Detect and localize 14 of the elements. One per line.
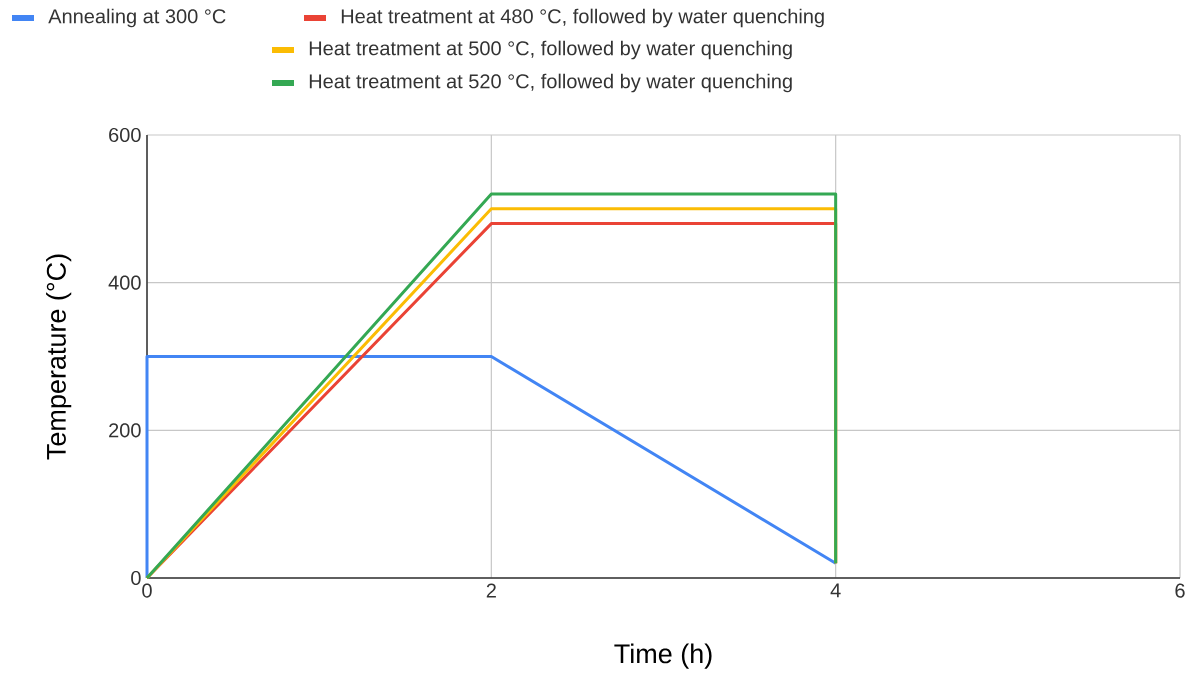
x-tick-label: 2	[486, 583, 496, 598]
x-axis-title: Time (h)	[614, 643, 712, 669]
y-axis-title: Temperature (°C)	[46, 254, 72, 460]
legend-label: Heat treatment at 500 °C, followed by water quenching	[309, 40, 792, 60]
y-tick-label: 200	[109, 423, 141, 438]
legend-label: Annealing at 300 °C	[48, 8, 226, 28]
legend-label: Heat treatment at 520 °C, followed by water quenching	[309, 73, 792, 93]
y-tick-label: 400	[108, 275, 141, 290]
y-tick-label: 0	[131, 570, 141, 586]
legend-label: Heat treatment at 480 °C, followed by water quenching	[341, 8, 824, 28]
x-tick-label: 6	[1175, 583, 1185, 598]
y-tick-label: 600	[109, 127, 141, 143]
x-tick-label: 0	[142, 583, 152, 598]
x-tick-label: 4	[830, 583, 841, 598]
